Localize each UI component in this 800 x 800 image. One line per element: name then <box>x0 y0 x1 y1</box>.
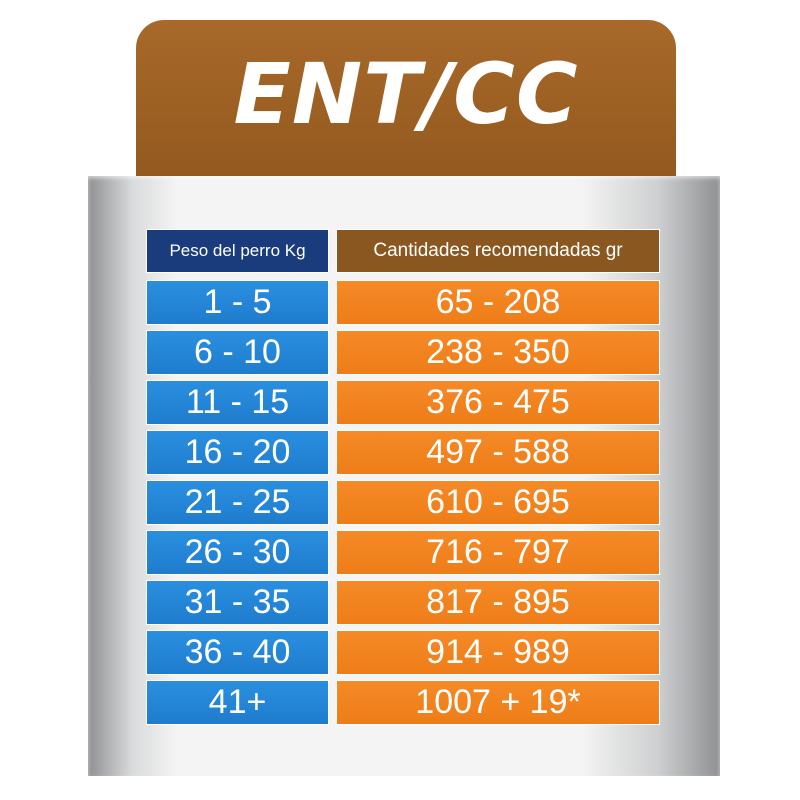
amount-cell: 1007 + 19* <box>336 680 660 725</box>
table-row: 31 - 35 817 - 895 <box>146 580 660 625</box>
header-amount: Cantidades recomendadas gr <box>336 229 660 273</box>
table-row: 6 - 10 238 - 350 <box>146 330 660 375</box>
amount-cell: 497 - 588 <box>336 430 660 475</box>
table-header-row: Peso del perro Kg Cantidades recomendada… <box>146 229 660 273</box>
amount-cell: 716 - 797 <box>336 530 660 575</box>
weight-cell: 1 - 5 <box>146 280 329 325</box>
weight-cell: 11 - 15 <box>146 380 329 425</box>
table-panel <box>88 176 720 776</box>
table-body: 1 - 5 65 - 208 6 - 10 238 - 350 11 - 15 376 -… <box>146 280 660 725</box>
amount-cell: 376 - 475 <box>336 380 660 425</box>
table-row: 36 - 40 914 - 989 <box>146 630 660 675</box>
amount-cell: 65 - 208 <box>336 280 660 325</box>
weight-cell: 31 - 35 <box>146 580 329 625</box>
table-row: 26 - 30 716 - 797 <box>146 530 660 575</box>
table-row: 16 - 20 497 - 588 <box>146 430 660 475</box>
page-title: ENT/CC <box>233 45 579 143</box>
feeding-table: Peso del perro Kg Cantidades recomendada… <box>146 229 660 730</box>
weight-cell: 6 - 10 <box>146 330 329 375</box>
amount-cell: 914 - 989 <box>336 630 660 675</box>
amount-cell: 238 - 350 <box>336 330 660 375</box>
table-row: 41+ 1007 + 19* <box>146 680 660 725</box>
header-weight: Peso del perro Kg <box>146 229 329 273</box>
weight-cell: 41+ <box>146 680 329 725</box>
table-row: 11 - 15 376 - 475 <box>146 380 660 425</box>
amount-cell: 610 - 695 <box>336 480 660 525</box>
table-row: 1 - 5 65 - 208 <box>146 280 660 325</box>
weight-cell: 26 - 30 <box>146 530 329 575</box>
weight-cell: 16 - 20 <box>146 430 329 475</box>
weight-cell: 36 - 40 <box>146 630 329 675</box>
amount-cell: 817 - 895 <box>336 580 660 625</box>
table-row: 21 - 25 610 - 695 <box>146 480 660 525</box>
weight-cell: 21 - 25 <box>146 480 329 525</box>
